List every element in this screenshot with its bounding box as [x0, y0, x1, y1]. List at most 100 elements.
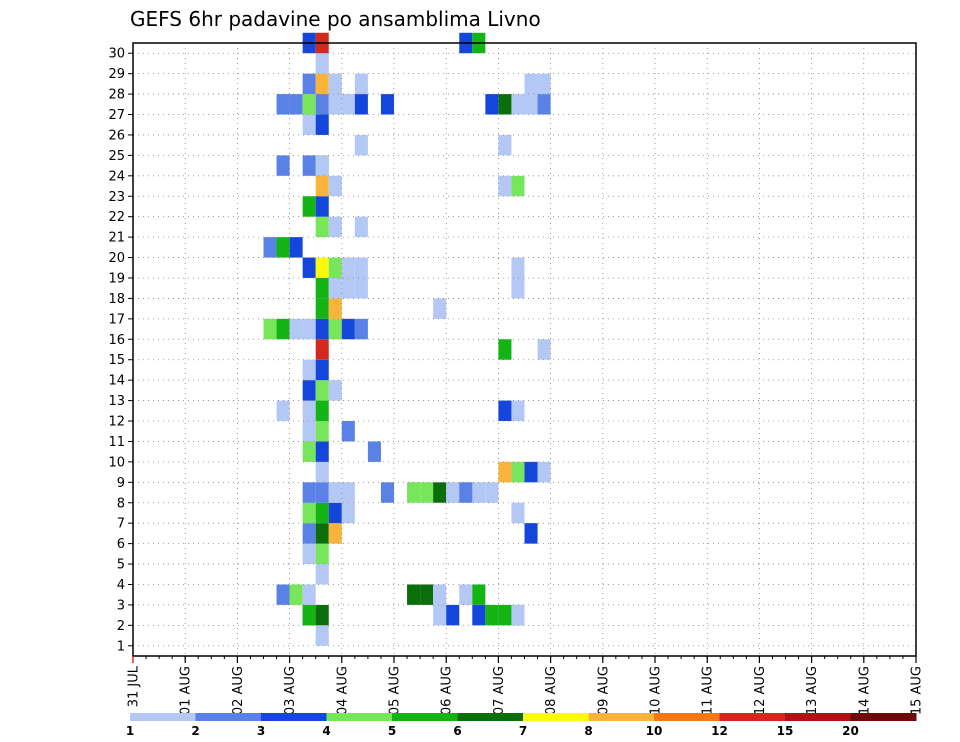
x-tick-label: 11 AUG [701, 666, 716, 715]
y-tick-label: 6 [117, 537, 125, 552]
colorbar-swatch [130, 713, 196, 721]
colorbar-label: 4 [322, 724, 330, 738]
y-tick-label: 26 [108, 128, 125, 143]
heatmap-cell [537, 94, 551, 115]
heatmap-cell [315, 441, 329, 462]
heatmap-cell [302, 257, 316, 278]
heatmap-cell [276, 318, 290, 340]
heatmap-cell [315, 502, 329, 524]
heatmap-cell [328, 380, 342, 401]
y-tick-label: 27 [108, 108, 125, 123]
heatmap-cell [511, 461, 525, 483]
y-tick-label: 8 [117, 496, 125, 511]
heatmap-cell [446, 482, 460, 503]
heatmap-cell [524, 73, 538, 95]
heatmap-cell [341, 482, 355, 503]
heatmap-cell [498, 400, 512, 422]
heatmap-cell [302, 318, 316, 340]
heatmap-cell [289, 94, 303, 115]
heatmap-cell [459, 584, 473, 605]
heatmap-cell [315, 257, 329, 278]
colorbar-swatch [523, 713, 589, 721]
heatmap-cell [315, 380, 329, 401]
y-tick-label: 29 [108, 67, 125, 82]
x-tick-label: 04 AUG [335, 666, 350, 715]
heatmap-cell [328, 216, 342, 238]
heatmap-cells [263, 32, 551, 646]
heatmap-cell [485, 482, 499, 503]
heatmap-cell [341, 94, 355, 115]
heatmap-cell [354, 73, 368, 95]
y-tick-label: 9 [117, 476, 125, 491]
heatmap-cell [328, 502, 342, 524]
heatmap-cell [315, 216, 329, 238]
heatmap-cell [341, 257, 355, 278]
colorbar-label: 1 [126, 724, 134, 738]
heatmap-cell [511, 604, 525, 626]
colorbar-swatch [850, 713, 917, 721]
heatmap-cell [354, 134, 368, 156]
colorbar-label: 6 [453, 724, 461, 738]
heatmap-cell [315, 564, 329, 585]
x-tick-label: 05 AUG [388, 666, 403, 715]
y-tick-label: 20 [108, 251, 125, 266]
y-tick-label: 23 [108, 190, 125, 205]
heatmap-cell [511, 175, 525, 197]
heatmap-cell [511, 94, 525, 115]
heatmap-cell [315, 114, 329, 135]
x-tick-label: 15 AUG [910, 666, 925, 715]
heatmap-cell [537, 461, 551, 483]
colorbar-legend: 1 2 3 4 5 6 7 8 10 12 15 20 [126, 713, 917, 738]
heatmap-cell [302, 584, 316, 605]
heatmap-cell [328, 523, 342, 544]
colorbar-label: 10 [646, 724, 663, 738]
y-tick-label: 15 [108, 353, 125, 368]
colorbar-label: 20 [842, 724, 859, 738]
heatmap-cell [315, 543, 329, 565]
chart-title: GEFS 6hr padavine po ansamblima Livno [130, 7, 541, 31]
x-axis: 31 JUL 01 AUG 02 AUG 03 AUG 04 AUG 05 AUG 06 A… [127, 656, 925, 715]
heatmap-cell [328, 318, 342, 340]
heatmap-cell [498, 175, 512, 197]
heatmap-cell [537, 73, 551, 95]
heatmap-cell [433, 604, 447, 626]
heatmap-cell [524, 523, 538, 544]
heatmap-cell [472, 584, 486, 605]
heatmap-cell [511, 502, 525, 524]
heatmap-cell [433, 482, 447, 503]
heatmap-cell [498, 134, 512, 156]
heatmap-cell [459, 482, 473, 503]
y-tick-label: 22 [108, 210, 125, 225]
heatmap-cell [289, 237, 303, 258]
heatmap-cell [446, 604, 460, 626]
x-tick-label: 08 AUG [544, 666, 559, 715]
colorbar-swatch [588, 713, 655, 721]
colorbar-label: 2 [191, 724, 199, 738]
heatmap-cell [302, 73, 316, 95]
heatmap-cell [302, 604, 316, 626]
y-tick-label: 19 [108, 271, 125, 286]
y-tick-label: 5 [117, 558, 125, 573]
y-tick-label: 13 [108, 394, 125, 409]
heatmap-cell [380, 482, 394, 503]
heatmap-cell [472, 482, 486, 503]
heatmap-cell [315, 298, 329, 319]
heatmap-cell [315, 339, 329, 360]
y-tick-label: 2 [117, 619, 125, 634]
heatmap-cell [354, 216, 368, 238]
heatmap-cell [302, 400, 316, 422]
heatmap-cell [302, 359, 316, 381]
heatmap-cell [276, 155, 290, 176]
heatmap-cell [302, 94, 316, 115]
x-tick-label: 09 AUG [596, 666, 611, 715]
heatmap-cell [328, 482, 342, 503]
y-tick-label: 10 [108, 455, 125, 470]
colorbar-swatch [326, 713, 393, 721]
y-tick-label: 18 [108, 292, 125, 307]
heatmap-cell [263, 237, 277, 258]
heatmap-cell [315, 155, 329, 176]
y-tick-label: 25 [108, 149, 125, 164]
heatmap-cell [341, 421, 355, 442]
heatmap-cell [511, 277, 525, 299]
